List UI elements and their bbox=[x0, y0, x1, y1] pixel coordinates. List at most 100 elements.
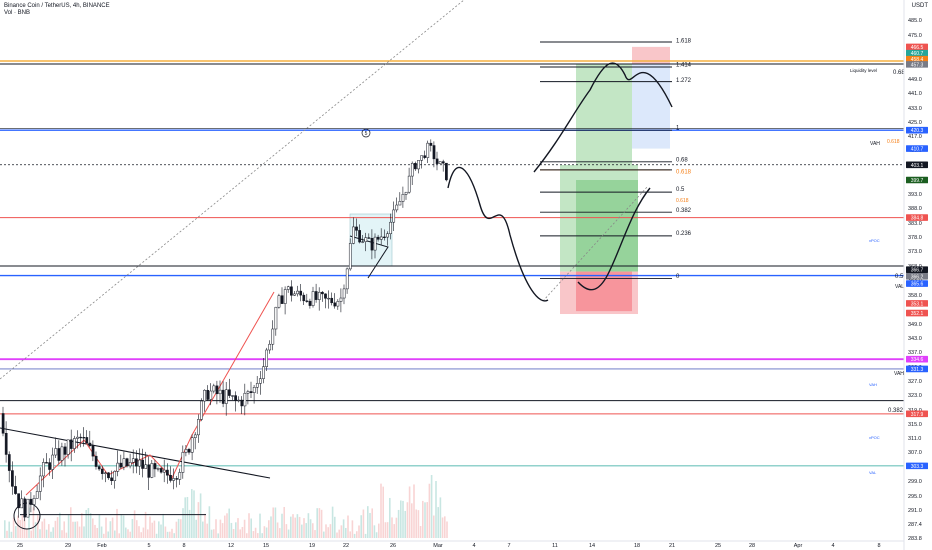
volume-bar bbox=[87, 508, 90, 538]
x-tick-label: 14 bbox=[589, 543, 595, 549]
candle-body bbox=[255, 383, 259, 388]
fib-level-label: 0 bbox=[676, 274, 680, 280]
volume-bar bbox=[186, 496, 189, 538]
y-tick-label: 383.0 bbox=[908, 221, 922, 227]
candle-body bbox=[249, 391, 253, 393]
candle-body bbox=[386, 233, 389, 238]
volume-bar bbox=[96, 527, 98, 538]
y-tick-label: 449.0 bbox=[908, 77, 922, 83]
candle-body bbox=[283, 289, 287, 304]
price-tag bbox=[906, 145, 928, 152]
volume-bar bbox=[120, 514, 123, 538]
volume-bar bbox=[331, 506, 334, 538]
price-tag-label: 352.1 bbox=[911, 311, 924, 317]
x-tick-label: 18 bbox=[634, 543, 640, 549]
candle-body bbox=[420, 155, 423, 161]
candle-body bbox=[42, 462, 45, 477]
volume-bar bbox=[287, 529, 290, 538]
candle-body bbox=[262, 366, 265, 379]
volume-bar bbox=[131, 518, 134, 538]
stop-zone-red-top bbox=[632, 46, 670, 64]
volume-bar bbox=[246, 533, 248, 538]
price-tag bbox=[906, 55, 928, 63]
volume-bar bbox=[386, 522, 389, 538]
volume-bar bbox=[320, 509, 323, 538]
price-tag-label: 366.2 bbox=[911, 274, 924, 280]
candle-body bbox=[212, 385, 216, 392]
candle-body bbox=[125, 458, 129, 467]
fib-level-label: 1.272 bbox=[676, 78, 692, 84]
candle-body bbox=[367, 237, 371, 239]
volume-bar bbox=[274, 507, 277, 538]
candle-body bbox=[299, 290, 303, 296]
candle-body bbox=[305, 300, 309, 302]
fib-level-label: 0.618 bbox=[676, 170, 692, 176]
volume-legend: Vol · BNB bbox=[4, 10, 31, 16]
volume-bar bbox=[239, 529, 241, 538]
candle-body bbox=[414, 163, 417, 170]
val-lower-label: VAL bbox=[869, 470, 877, 475]
volume-bar bbox=[248, 513, 250, 538]
candle-body bbox=[383, 236, 386, 238]
volume-bar bbox=[107, 531, 109, 538]
volume-bar bbox=[48, 524, 50, 538]
volume-bar bbox=[419, 526, 422, 538]
volume-bar bbox=[226, 513, 228, 538]
candle-body bbox=[94, 455, 98, 467]
volume-bar bbox=[105, 517, 107, 538]
volume-bar bbox=[257, 533, 259, 538]
volume-bar bbox=[180, 519, 182, 538]
candle-body bbox=[197, 419, 200, 436]
candle-body bbox=[69, 439, 73, 449]
candle-body bbox=[355, 226, 358, 231]
price-tag-label: 410.7 bbox=[911, 147, 924, 153]
volume-bar bbox=[375, 532, 378, 538]
candle-body bbox=[445, 162, 448, 181]
volume-bar bbox=[402, 500, 404, 538]
candle-body bbox=[85, 437, 89, 444]
y-tick-label: 327.0 bbox=[908, 379, 922, 385]
candle-body bbox=[32, 498, 36, 505]
price-tag-label: 458.4 bbox=[911, 57, 924, 63]
volume-bar bbox=[208, 506, 211, 538]
volume-bar bbox=[362, 509, 365, 538]
volume-bar bbox=[155, 533, 158, 538]
long-zone-green-dark bbox=[576, 180, 638, 272]
candle-body bbox=[240, 399, 244, 407]
candle-body bbox=[76, 436, 79, 439]
volume-bar bbox=[76, 521, 79, 538]
candle-body bbox=[417, 160, 420, 170]
y-tick-label: 417.0 bbox=[908, 134, 922, 140]
y-tick-label: 283.8 bbox=[908, 536, 922, 542]
candle-body bbox=[190, 437, 194, 453]
volume-bar bbox=[206, 523, 208, 538]
volume-bar bbox=[358, 525, 360, 538]
candle-body bbox=[54, 448, 58, 456]
candle-body bbox=[147, 464, 151, 478]
candle-body bbox=[45, 462, 48, 464]
volume-bar bbox=[426, 502, 428, 538]
candle-body bbox=[175, 478, 179, 480]
price-tag-label: 303.3 bbox=[911, 464, 924, 470]
val-upper-label: VAL bbox=[895, 284, 904, 290]
volume-bar bbox=[437, 507, 439, 538]
symbol-title[interactable]: Binance Coin / TetherUS, 4h, BINANCE bbox=[4, 3, 110, 9]
candle-body bbox=[48, 462, 51, 470]
volume-bar bbox=[364, 533, 367, 538]
y-tick-label: 311.0 bbox=[908, 436, 921, 442]
volume-bar bbox=[114, 530, 116, 538]
volume-bar bbox=[10, 531, 13, 538]
price-tag bbox=[906, 49, 928, 57]
candle-body bbox=[401, 194, 405, 202]
candle-body bbox=[379, 236, 383, 240]
volume-bar bbox=[171, 528, 173, 538]
volume-bar bbox=[441, 517, 444, 538]
volume-bar bbox=[30, 530, 32, 538]
candle-body bbox=[178, 472, 182, 480]
candle-body bbox=[259, 378, 262, 384]
volume-bar bbox=[142, 527, 145, 538]
vah-blue-label: VAH bbox=[869, 382, 877, 387]
candle-body bbox=[141, 459, 144, 469]
stop-zone-red-dark bbox=[576, 271, 632, 312]
